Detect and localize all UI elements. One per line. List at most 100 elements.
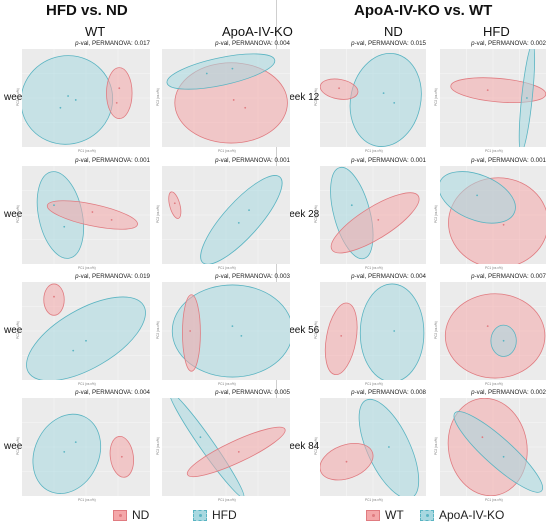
scatter-panel xyxy=(22,398,150,496)
data-point xyxy=(393,102,396,104)
scatter-panel xyxy=(22,166,150,264)
scatter-svg xyxy=(440,282,546,380)
legend-label: ApoA-IV-KO xyxy=(439,508,505,522)
pvalue-value: 0.003 xyxy=(274,273,290,280)
data-point xyxy=(237,451,240,453)
legend-label: WT xyxy=(385,508,404,522)
x-axis-label: PC1 (xx.x%) xyxy=(365,382,383,386)
column-title: ApoA-IV-KO xyxy=(222,24,293,39)
data-point xyxy=(393,330,396,332)
pvalue-value: 0.001 xyxy=(530,157,546,164)
scatter-panel xyxy=(440,166,546,264)
column-title: WT xyxy=(85,24,106,39)
confidence-ellipse-red xyxy=(43,283,65,316)
scatter-panel xyxy=(22,282,150,380)
data-point xyxy=(120,455,123,458)
pvalue-label: p-val, PERMANOVA: 0.007 xyxy=(440,273,546,280)
scatter-svg xyxy=(22,398,150,496)
pvalue-label: p-val, PERMANOVA: 0.001 xyxy=(162,157,290,164)
legend-label: ND xyxy=(132,508,150,522)
data-point xyxy=(67,95,69,97)
column-title: HFD xyxy=(483,24,510,39)
scatter-panel xyxy=(320,398,426,496)
data-point xyxy=(118,87,121,90)
pvalue-label: p-val, PERMANOVA: 0.004 xyxy=(162,40,290,47)
pvalue-value: 0.007 xyxy=(530,273,546,280)
confidence-ellipse-blue xyxy=(349,52,422,147)
y-axis-label: PC2 (xx.x%) xyxy=(434,321,438,339)
scatter-svg xyxy=(22,49,150,147)
data-point xyxy=(110,219,113,221)
pvalue-text: -val, PERMANOVA: xyxy=(354,273,409,280)
confidence-ellipse-red xyxy=(186,426,286,478)
data-point xyxy=(74,441,77,443)
pvalue-text: -val, PERMANOVA: xyxy=(218,273,273,280)
y-axis-label: PC2 (xx.x%) xyxy=(16,88,20,106)
pvalue-value: 0.008 xyxy=(410,389,426,396)
data-point xyxy=(340,335,343,337)
x-axis-label: PC1 (xx.x%) xyxy=(78,498,96,502)
pvalue-value: 0.001 xyxy=(134,157,150,164)
row-label: week 56 xyxy=(282,325,320,336)
x-axis-label: PC1 (xx.x%) xyxy=(78,382,96,386)
pvalue-label: p-val, PERMANOVA: 0.002 xyxy=(440,40,546,47)
scatter-svg xyxy=(320,282,426,380)
pvalue-value: 0.017 xyxy=(134,40,150,47)
data-point xyxy=(345,460,348,463)
legend-dot xyxy=(426,513,429,517)
data-point xyxy=(231,325,234,327)
data-point xyxy=(338,87,340,90)
data-point xyxy=(248,209,250,211)
confidence-ellipse-red xyxy=(182,294,201,372)
scatter-panel xyxy=(162,398,290,496)
data-point xyxy=(388,446,390,448)
confidence-ellipse-blue xyxy=(171,284,290,378)
row-label: week 12 xyxy=(282,92,320,103)
y-axis-label: PC2 (xx.x%) xyxy=(314,437,318,455)
y-axis-label: PC2 (xx.x%) xyxy=(16,437,20,455)
scatter-svg xyxy=(162,282,290,380)
confidence-ellipse-blue xyxy=(166,53,276,90)
pvalue-label: p-val, PERMANOVA: 0.005 xyxy=(162,389,290,396)
pvalue-text: -val, PERMANOVA: xyxy=(78,273,133,280)
y-axis-label: PC2 (xx.x%) xyxy=(314,88,318,106)
y-axis-label: PC2 (xx.x%) xyxy=(16,321,20,339)
legend-item: WT xyxy=(366,508,404,522)
confidence-ellipse-blue xyxy=(359,283,425,380)
pvalue-value: 0.004 xyxy=(134,389,150,396)
scatter-panel xyxy=(440,49,546,147)
data-point xyxy=(486,325,489,327)
pvalue-label: p-val, PERMANOVA: 0.001 xyxy=(440,157,546,164)
data-point xyxy=(205,72,208,75)
legend-swatch-blue xyxy=(193,509,207,521)
confidence-ellipse-red xyxy=(168,191,182,219)
data-point xyxy=(526,97,528,99)
pvalue-text: -val, PERMANOVA: xyxy=(474,389,529,396)
scatter-svg xyxy=(320,49,426,147)
data-point xyxy=(237,221,240,224)
scatter-panel xyxy=(22,49,150,147)
pvalue-prefix: p xyxy=(351,389,355,396)
pvalue-prefix: p xyxy=(75,157,79,164)
pvalue-value: 0.004 xyxy=(274,40,290,47)
legend-dot xyxy=(199,513,202,517)
scatter-panel xyxy=(320,49,426,147)
scatter-panel xyxy=(440,282,546,380)
confidence-ellipse-blue xyxy=(440,171,516,224)
pvalue-label: p-val, PERMANOVA: 0.004 xyxy=(22,389,150,396)
scatter-panel xyxy=(320,166,426,264)
pvalue-text: -val, PERMANOVA: xyxy=(218,389,273,396)
confidence-ellipse-red xyxy=(46,200,138,230)
row-label: week 28 xyxy=(282,209,320,220)
y-axis-label: PC2 (xx.x%) xyxy=(434,205,438,223)
data-point xyxy=(74,99,77,101)
scatter-svg xyxy=(162,398,290,496)
legend-swatch-red xyxy=(113,509,127,521)
y-axis-label: PC2 (xx.x%) xyxy=(434,437,438,455)
legend-swatch-blue xyxy=(420,509,434,521)
y-axis-label: PC2 (xx.x%) xyxy=(314,321,318,339)
scatter-svg xyxy=(162,166,290,264)
confidence-ellipse-blue xyxy=(169,398,245,496)
data-point xyxy=(53,295,55,298)
data-point xyxy=(231,67,234,70)
